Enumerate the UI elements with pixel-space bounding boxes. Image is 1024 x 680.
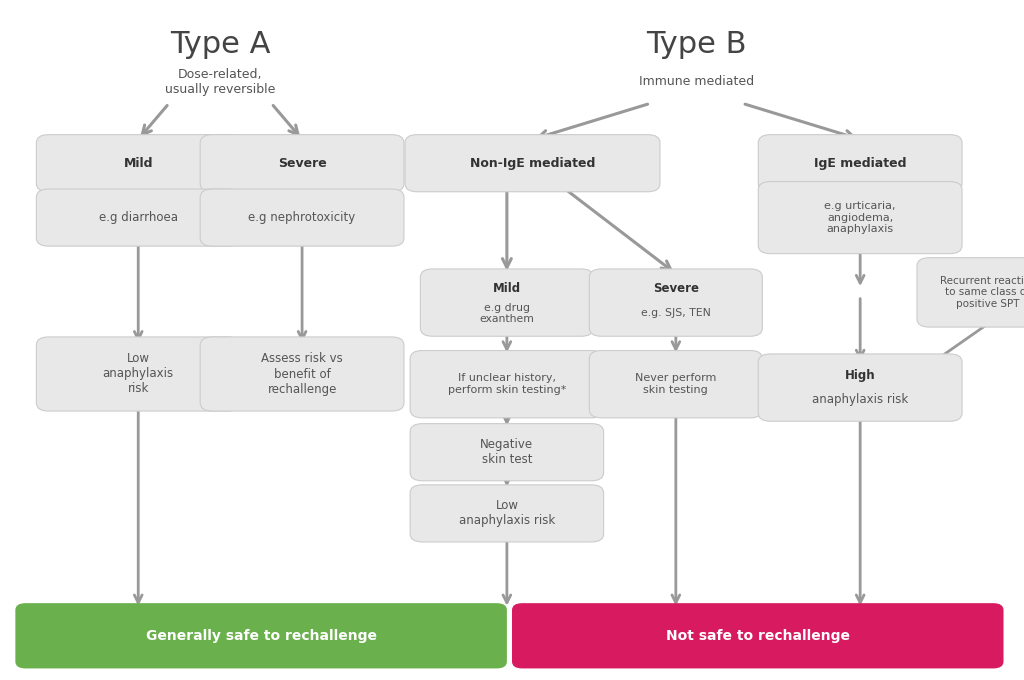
Text: e.g drug
exanthem: e.g drug exanthem	[479, 303, 535, 324]
FancyBboxPatch shape	[410, 485, 603, 542]
FancyBboxPatch shape	[758, 135, 962, 192]
Text: Type A: Type A	[170, 30, 270, 58]
FancyBboxPatch shape	[410, 424, 603, 481]
Text: Mild: Mild	[493, 282, 521, 296]
Text: IgE mediated: IgE mediated	[814, 156, 906, 170]
Text: Severe: Severe	[278, 156, 327, 170]
FancyBboxPatch shape	[200, 337, 403, 411]
Text: Mild: Mild	[124, 156, 153, 170]
FancyBboxPatch shape	[410, 351, 603, 418]
Text: Immune mediated: Immune mediated	[639, 75, 754, 88]
Text: Generally safe to rechallenge: Generally safe to rechallenge	[145, 629, 377, 643]
FancyBboxPatch shape	[406, 135, 660, 192]
Text: Dose-related,
usually reversible: Dose-related, usually reversible	[165, 67, 275, 96]
Text: Low
anaphylaxis
risk: Low anaphylaxis risk	[102, 352, 174, 396]
FancyBboxPatch shape	[758, 182, 962, 254]
Text: High: High	[845, 369, 876, 382]
Text: Non-IgE mediated: Non-IgE mediated	[470, 156, 595, 170]
Text: Recurrent reaction
to same class or
positive SPT: Recurrent reaction to same class or posi…	[940, 276, 1024, 309]
Text: e.g. SJS, TEN: e.g. SJS, TEN	[641, 309, 711, 318]
FancyBboxPatch shape	[590, 269, 762, 336]
FancyBboxPatch shape	[420, 269, 593, 336]
Text: Type B: Type B	[646, 30, 746, 58]
Text: e.g nephrotoxicity: e.g nephrotoxicity	[249, 211, 355, 224]
Text: anaphylaxis risk: anaphylaxis risk	[812, 393, 908, 407]
Text: Assess risk vs
benefit of
rechallenge: Assess risk vs benefit of rechallenge	[261, 352, 343, 396]
Text: Negative
skin test: Negative skin test	[480, 438, 534, 466]
Text: Never perform
skin testing: Never perform skin testing	[635, 373, 717, 395]
FancyBboxPatch shape	[918, 258, 1024, 327]
Text: e.g urticaria,
angiodema,
anaphylaxis: e.g urticaria, angiodema, anaphylaxis	[824, 201, 896, 234]
FancyBboxPatch shape	[37, 337, 240, 411]
FancyBboxPatch shape	[200, 135, 403, 192]
FancyBboxPatch shape	[15, 603, 507, 668]
FancyBboxPatch shape	[512, 603, 1004, 668]
FancyBboxPatch shape	[37, 189, 240, 246]
FancyBboxPatch shape	[37, 135, 240, 192]
Text: Severe: Severe	[653, 282, 698, 296]
Text: Not safe to rechallenge: Not safe to rechallenge	[666, 629, 850, 643]
FancyBboxPatch shape	[758, 354, 962, 421]
FancyBboxPatch shape	[200, 189, 403, 246]
FancyBboxPatch shape	[590, 351, 762, 418]
Text: e.g diarrhoea: e.g diarrhoea	[98, 211, 178, 224]
Text: If unclear history,
perform skin testing*: If unclear history, perform skin testing…	[447, 373, 566, 395]
Text: Low
anaphylaxis risk: Low anaphylaxis risk	[459, 499, 555, 528]
